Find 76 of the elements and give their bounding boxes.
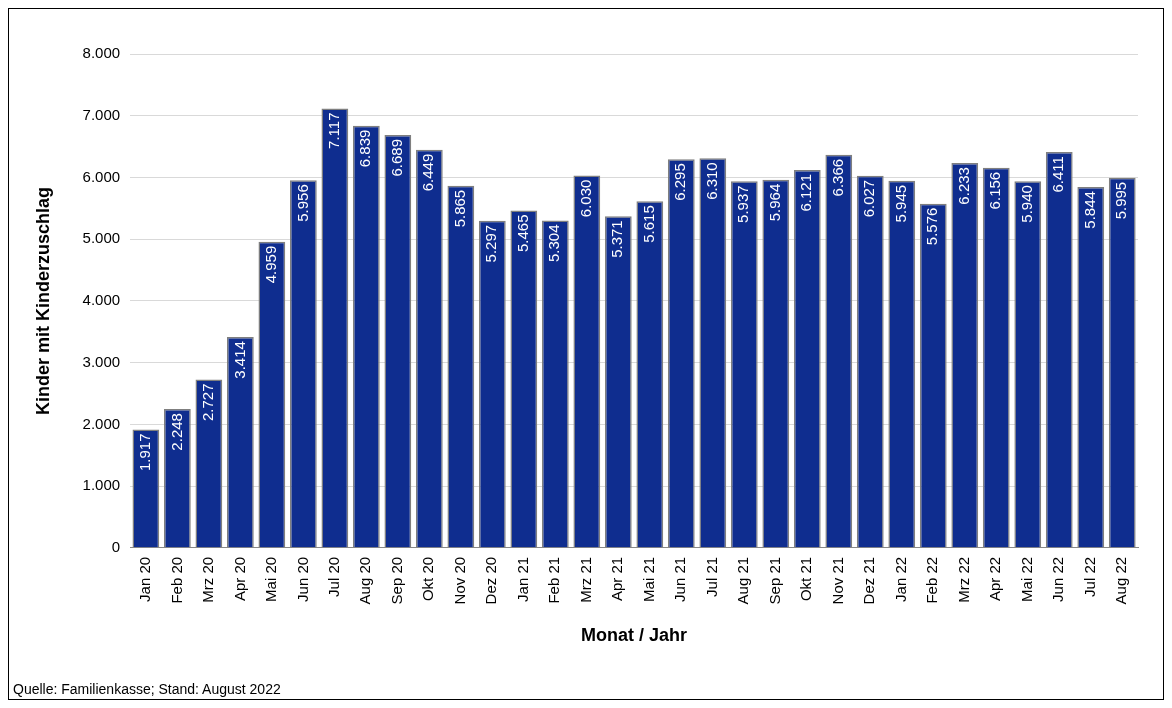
data-label: 5.940 (1017, 185, 1035, 223)
data-label: 5.937 (734, 185, 752, 223)
x-tick-label: Apr 21 (608, 556, 626, 602)
x-tick-label: Okt 21 (797, 556, 815, 602)
x-tick-label: Apr 20 (230, 556, 248, 602)
source-note: Quelle: Familienkasse; Stand: August 2022 (13, 681, 281, 697)
data-label: 4.959 (262, 245, 280, 284)
x-tick-label: Jul 20 (325, 556, 342, 597)
x-tick-label: Jan 21 (513, 556, 531, 602)
x-tick-label: Feb 21 (545, 556, 563, 604)
data-label: 7.117 (325, 112, 342, 149)
y-tick-label: 1.000 (82, 476, 121, 494)
x-tick-label: Sep 21 (765, 556, 783, 605)
data-label: 3.414 (230, 341, 248, 379)
x-tick-label: Jul 21 (702, 556, 720, 597)
y-tick-label: 8.000 (82, 44, 121, 62)
y-tick-label: 0 (111, 538, 121, 555)
y-tick-label: 7.000 (82, 105, 121, 123)
y-tick-label: 5.000 (82, 229, 121, 247)
data-label: 2.248 (167, 413, 185, 451)
data-label: 5.945 (891, 184, 909, 223)
x-tick-label: Jan 22 (891, 556, 909, 602)
x-axis-title: Monat / Jahr (581, 625, 688, 646)
data-label: 6.156 (986, 171, 1004, 210)
x-tick-label: Feb 20 (167, 556, 185, 604)
data-label: 5.964 (765, 183, 783, 222)
x-tick-label: Mai 20 (262, 556, 280, 602)
x-tick-label: Jun 21 (671, 556, 689, 602)
data-label: 6.449 (419, 153, 437, 192)
data-label: 5.297 (482, 224, 500, 263)
x-tick-label: Jan 20 (136, 556, 154, 602)
x-tick-label: Dez 20 (482, 556, 500, 605)
x-tick-label: Nov 21 (828, 556, 846, 605)
y-tick-label: 3.000 (82, 352, 121, 370)
y-tick-label: 2.000 (82, 414, 121, 432)
data-label: 1.917 (136, 433, 154, 472)
x-tick-label: Mai 22 (1017, 556, 1035, 602)
data-label: 6.366 (828, 158, 846, 197)
y-axis-title: Kinder mit Kinderzuschlag (32, 186, 53, 415)
y-tick-label: 6.000 (82, 167, 121, 185)
data-label: 6.411 (1049, 156, 1067, 193)
data-label: 5.465 (513, 214, 531, 253)
data-label: 6.030 (576, 179, 594, 218)
x-tick-label: Mrz 20 (199, 556, 217, 603)
data-label: 5.995 (1112, 181, 1130, 220)
data-label: 2.727 (199, 383, 217, 422)
x-tick-label: Sep 20 (387, 556, 405, 605)
data-label: 6.027 (860, 179, 878, 218)
x-tick-label: Jul 22 (1080, 556, 1098, 597)
data-label: 5.865 (450, 189, 468, 228)
data-label: 5.576 (923, 207, 941, 246)
data-label: 6.689 (387, 138, 405, 177)
x-tick-label: Okt 20 (419, 556, 437, 602)
data-label: 5.844 (1080, 191, 1098, 229)
x-tick-label: Aug 20 (356, 556, 374, 605)
x-tick-label: Aug 21 (734, 556, 752, 605)
x-tick-label: Jun 20 (293, 556, 311, 602)
x-tick-label: Apr 22 (986, 556, 1004, 602)
x-tick-label: Dez 21 (860, 556, 878, 605)
x-tick-label: Mai 21 (639, 556, 657, 602)
x-tick-label: Feb 22 (923, 556, 941, 604)
data-label: 5.956 (293, 184, 311, 222)
data-label: 5.371 (608, 220, 626, 258)
x-tick-label: Jun 22 (1049, 556, 1067, 602)
x-tick-label: Mrz 22 (954, 556, 972, 603)
data-label: 6.839 (356, 129, 374, 168)
data-label: 6.295 (671, 163, 689, 201)
y-tick-label: 4.000 (82, 291, 121, 309)
x-tick-label: Aug 22 (1112, 556, 1130, 605)
data-label: 6.310 (702, 162, 720, 200)
data-label: 6.121 (797, 174, 815, 212)
data-label: 5.304 (545, 224, 563, 262)
x-tick-label: Nov 20 (450, 556, 468, 605)
data-label: 6.233 (954, 167, 972, 205)
data-label: 5.615 (639, 205, 657, 243)
x-tick-label: Mrz 21 (576, 556, 594, 603)
